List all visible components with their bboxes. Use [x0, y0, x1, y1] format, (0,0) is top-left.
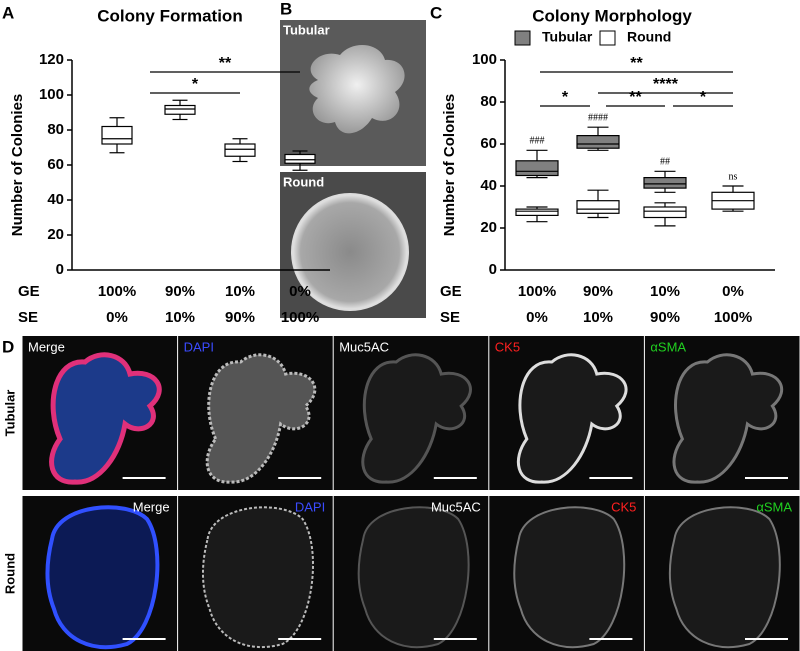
y-tick-label: 20 — [47, 226, 64, 243]
x-tick-label: 10% — [165, 309, 195, 326]
y-tick-label: 100 — [472, 51, 497, 68]
channel-label: Merge — [28, 339, 65, 354]
y-tick-label: 40 — [47, 191, 64, 208]
x-tick-label: 90% — [583, 283, 613, 300]
panel-letter: B — [280, 0, 292, 18]
y-tick-label: 100 — [39, 86, 64, 103]
x-tick-label: 90% — [650, 309, 680, 326]
tissue — [672, 353, 784, 484]
box — [576, 200, 620, 214]
row-label: SE — [18, 309, 38, 326]
legend-swatch — [514, 30, 531, 46]
panel-letter: D — [2, 337, 14, 356]
significance-label: ** — [630, 55, 643, 72]
x-tick-label: 100% — [281, 309, 319, 326]
tissue — [516, 353, 628, 484]
channel-label: αSMA — [650, 339, 686, 354]
significance-label: **** — [653, 76, 679, 93]
x-tick-label: 100% — [98, 283, 136, 300]
x-tick-label: 0% — [106, 309, 128, 326]
panel-letter: C — [430, 3, 442, 22]
channel-label: Merge — [133, 499, 170, 514]
channel-label: DAPI — [295, 499, 325, 514]
image-label: Tubular — [283, 22, 330, 37]
panel-letter: A — [2, 3, 14, 22]
channel-label: CK5 — [495, 339, 520, 354]
x-tick-label: 90% — [225, 309, 255, 326]
legend-swatch — [599, 30, 616, 46]
x-tick-label: 0% — [526, 309, 548, 326]
significance-label: * — [192, 76, 199, 93]
group-label: ns — [729, 171, 738, 182]
group-label: ### — [530, 136, 545, 147]
row-label: Round — [2, 553, 17, 594]
box — [284, 153, 316, 164]
x-tick-label: 100% — [518, 283, 556, 300]
significance-label: * — [700, 89, 707, 106]
box — [515, 208, 559, 217]
legend-label: Round — [627, 29, 671, 45]
tissue-merge — [45, 505, 160, 650]
channel-label: Muc5AC — [339, 339, 389, 354]
row-label: GE — [18, 283, 40, 300]
y-tick-label: 80 — [47, 121, 64, 138]
tissue — [668, 506, 781, 649]
channel-label: DAPI — [184, 339, 214, 354]
tissue — [357, 506, 470, 649]
row-label: Tubular — [2, 390, 17, 437]
x-tick-label: 0% — [289, 283, 311, 300]
x-tick-label: 100% — [714, 309, 752, 326]
channel-label: CK5 — [611, 499, 636, 514]
channel-label: Muc5AC — [431, 499, 481, 514]
legend-label: Tubular — [542, 29, 593, 45]
image-label: Round — [283, 174, 324, 189]
row-label: GE — [440, 283, 462, 300]
tissue — [202, 506, 314, 649]
significance-label: ** — [219, 55, 232, 72]
row-label: SE — [440, 309, 460, 326]
x-tick-label: 0% — [722, 283, 744, 300]
y-tick-label: 120 — [39, 51, 64, 68]
tissue — [361, 353, 472, 484]
significance-label: * — [562, 89, 569, 106]
chart-title: Colony Formation — [97, 6, 242, 25]
x-tick-label: 10% — [583, 309, 613, 326]
tubular-organoid — [309, 44, 405, 134]
box — [101, 125, 133, 145]
tissue — [513, 506, 626, 649]
x-tick-label: 10% — [225, 283, 255, 300]
group-label: ## — [660, 157, 670, 168]
x-tick-label: 90% — [165, 283, 195, 300]
y-tick-label: 20 — [480, 219, 497, 236]
y-tick-label: 0 — [56, 261, 64, 278]
tissue-merge — [49, 352, 162, 485]
round-organoid — [291, 193, 409, 311]
x-tick-label: 10% — [650, 283, 680, 300]
box — [224, 143, 256, 157]
y-axis-label: Number of Colonies — [441, 94, 458, 237]
box — [643, 206, 687, 219]
channel-label: αSMA — [756, 499, 792, 514]
significance-label: ** — [629, 89, 642, 106]
box — [164, 104, 196, 115]
box — [643, 177, 687, 189]
chart-title: Colony Morphology — [532, 6, 692, 25]
y-tick-label: 60 — [47, 156, 64, 173]
y-axis-label: Number of Colonies — [9, 94, 26, 237]
y-tick-label: 40 — [480, 177, 497, 194]
y-tick-label: 60 — [480, 135, 497, 152]
box — [576, 135, 620, 149]
box — [515, 160, 559, 177]
y-tick-label: 0 — [489, 261, 497, 278]
tissue — [205, 353, 317, 484]
y-tick-label: 80 — [480, 93, 497, 110]
group-label: #### — [588, 112, 608, 123]
